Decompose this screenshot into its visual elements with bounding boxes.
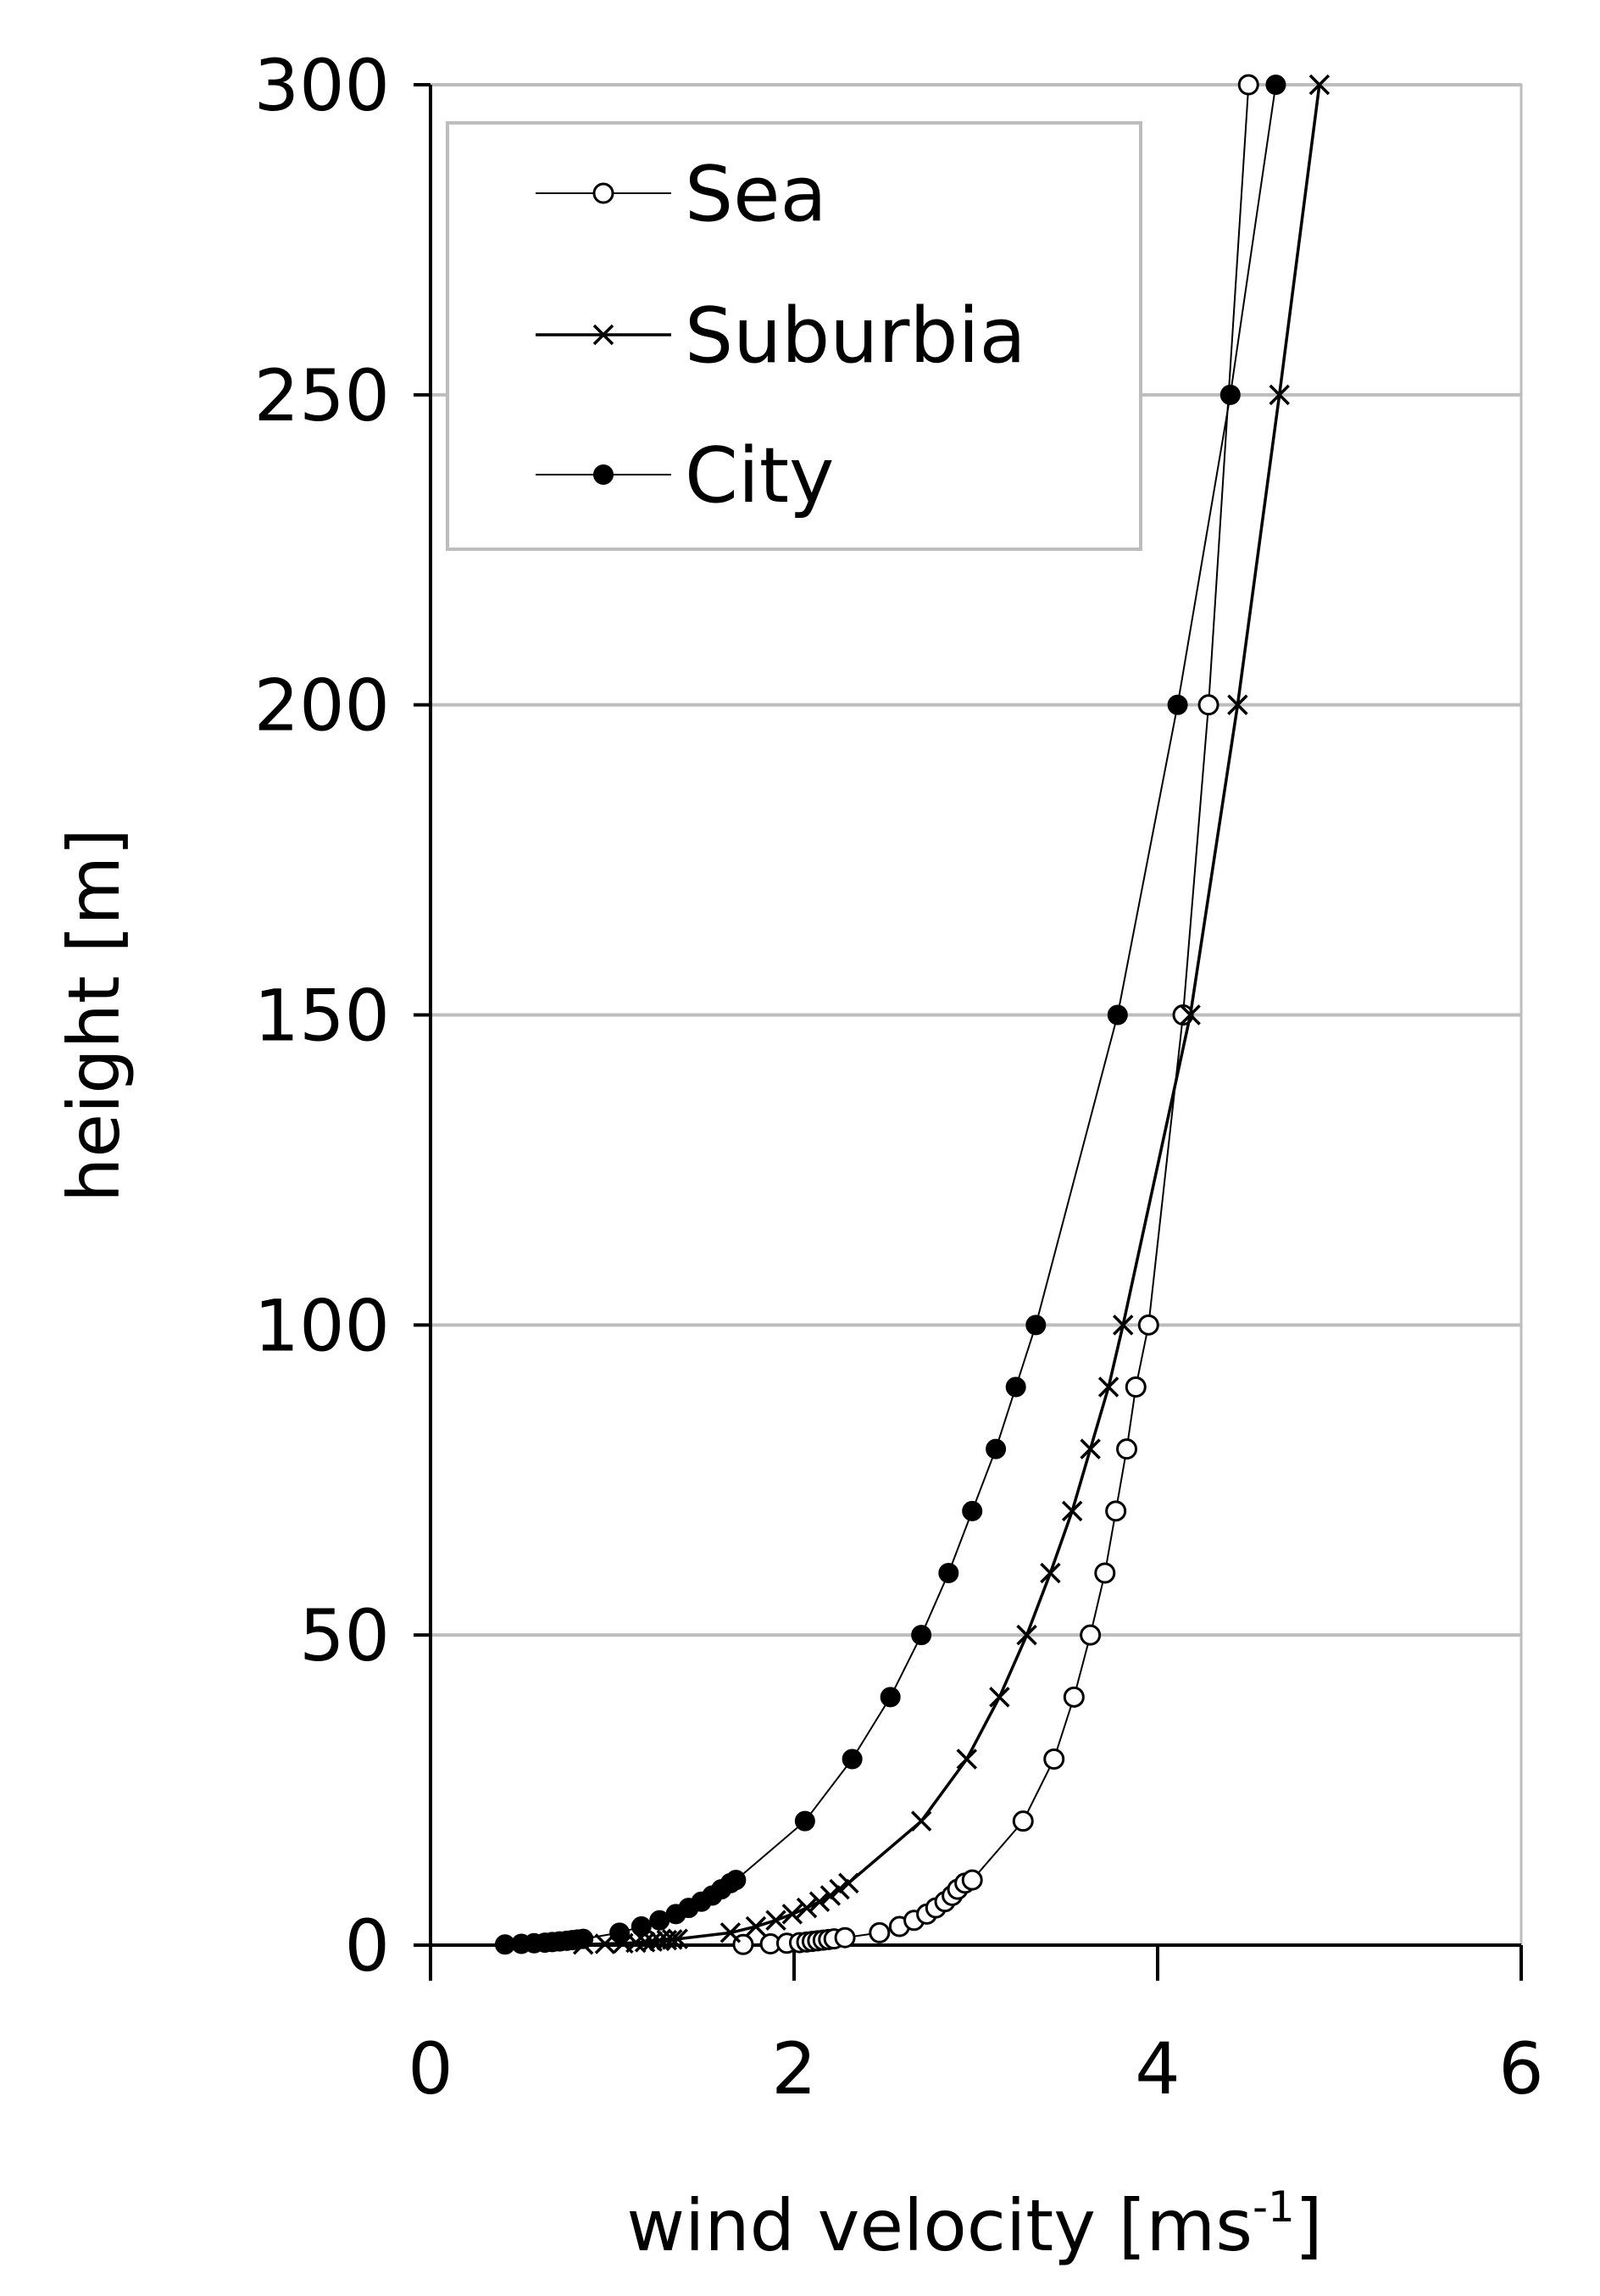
- sea-point-28: [1125, 1376, 1147, 1398]
- suburbia-point-12: [765, 1910, 786, 1931]
- legend-sea-point-0: [592, 182, 614, 204]
- x-tick-label: 0: [408, 2027, 453, 2110]
- sea-point-10: [834, 1926, 856, 1949]
- city-point-31: [1219, 384, 1241, 405]
- y-tick-label: 150: [254, 975, 390, 1058]
- city-point-10: [609, 1922, 631, 1943]
- city-point-30: [1167, 694, 1188, 715]
- suburbia-point-10: [719, 1922, 742, 1943]
- city-point-9: [573, 1928, 594, 1949]
- suburbia-point-29: [1227, 694, 1248, 715]
- suburbia-point-31: [1308, 74, 1331, 96]
- sea-point-11: [869, 1921, 891, 1943]
- y-tick-label: 100: [254, 1284, 390, 1367]
- suburbia-point-25: [1080, 1438, 1101, 1459]
- city-point-25: [962, 1500, 983, 1521]
- x-tick-label: 2: [771, 2027, 816, 2110]
- legend-label-city: City: [685, 431, 834, 520]
- sea-point-20: [961, 1869, 983, 1891]
- legend-item-suburbia: Suburbia: [536, 292, 1026, 381]
- y-tick-label: 200: [254, 664, 390, 748]
- x-axis-title-main: wind velocity [ms: [626, 2184, 1253, 2267]
- y-tick-labels: 0 50 100 150 200 250 300: [254, 44, 390, 1987]
- sea-point-22: [1043, 1748, 1065, 1770]
- city-point-32: [1265, 75, 1286, 95]
- suburbia-point-11: [745, 1915, 767, 1937]
- series-layer: [494, 74, 1331, 1955]
- x-tick-marks: [429, 1945, 1523, 1981]
- sea-point-23: [1063, 1686, 1085, 1708]
- sea-point-29: [1137, 1314, 1159, 1336]
- suburbia-point-18: [838, 1872, 859, 1894]
- legend-entries: Sea Suburbia City: [536, 150, 1026, 520]
- sea-point-25: [1094, 1562, 1116, 1584]
- city-point-11: [631, 1916, 652, 1937]
- x-tick-labels: 0 2 4 6: [408, 2027, 1543, 2110]
- y-tick-label: 50: [299, 1594, 390, 1677]
- suburbia-point-9: [667, 1928, 688, 1949]
- city-point-20: [794, 1810, 815, 1832]
- city-point-23: [911, 1625, 932, 1646]
- y-tick-label: 250: [254, 354, 390, 437]
- city-point-29: [1107, 1004, 1128, 1026]
- x-axis-title: wind velocity [ms-1]: [626, 2182, 1322, 2267]
- suburbia-point-30: [1269, 384, 1290, 406]
- sea-point-21: [1012, 1810, 1034, 1832]
- suburbia-point-8: [662, 1929, 683, 1950]
- city-point-28: [1025, 1315, 1047, 1336]
- suburbia-point-20: [956, 1748, 978, 1770]
- series-city: [494, 75, 1286, 1955]
- sea-point-31: [1197, 694, 1219, 716]
- sea-point-26: [1105, 1500, 1127, 1522]
- y-tick-marks: [414, 83, 431, 1947]
- legend-item-city: City: [536, 431, 834, 520]
- suburbia-point-21: [989, 1687, 1010, 1708]
- legend: Sea Suburbia City: [446, 121, 1142, 551]
- suburbia-point-27: [1113, 1315, 1134, 1336]
- y-tick-label: 300: [254, 44, 390, 127]
- y-axis-title: height [m]: [53, 828, 136, 1203]
- legend-city-point-0: [593, 464, 614, 485]
- sea-point-27: [1116, 1438, 1138, 1460]
- suburbia-point-23: [1040, 1562, 1061, 1584]
- x-tick-label: 4: [1135, 2027, 1180, 2110]
- series-sea: [732, 74, 1259, 1955]
- sea-point-32: [1237, 74, 1259, 96]
- suburbia-point-19: [910, 1810, 932, 1832]
- city-point-26: [986, 1438, 1007, 1459]
- suburbia-point-22: [1016, 1624, 1037, 1646]
- sea-point-24: [1080, 1624, 1102, 1646]
- x-axis-title-superscript: -1: [1253, 2182, 1295, 2232]
- suburbia-point-15: [808, 1891, 831, 1913]
- city-point-21: [842, 1748, 863, 1770]
- suburbia-point-24: [1061, 1500, 1083, 1522]
- suburbia-point-26: [1097, 1376, 1119, 1398]
- city-point-24: [938, 1563, 959, 1583]
- y-tick-label: 0: [345, 1904, 390, 1987]
- legend-suburbia-point-0: [592, 324, 614, 346]
- city-point-19: [725, 1870, 747, 1891]
- suburbia-point-13: [781, 1904, 803, 1925]
- legend-label-suburbia: Suburbia: [685, 292, 1026, 381]
- suburbia-point-16: [819, 1885, 842, 1906]
- x-tick-label: 6: [1498, 2027, 1543, 2110]
- city-point-22: [880, 1687, 901, 1708]
- city-point-27: [1005, 1376, 1026, 1398]
- suburbia-point-14: [796, 1897, 818, 1919]
- x-axis-title-bracket: ]: [1295, 2184, 1323, 2267]
- suburbia-point-28: [1180, 1004, 1201, 1026]
- suburbia-point-17: [829, 1878, 850, 1900]
- legend-item-sea: Sea: [536, 150, 827, 239]
- legend-label-sea: Sea: [685, 150, 827, 239]
